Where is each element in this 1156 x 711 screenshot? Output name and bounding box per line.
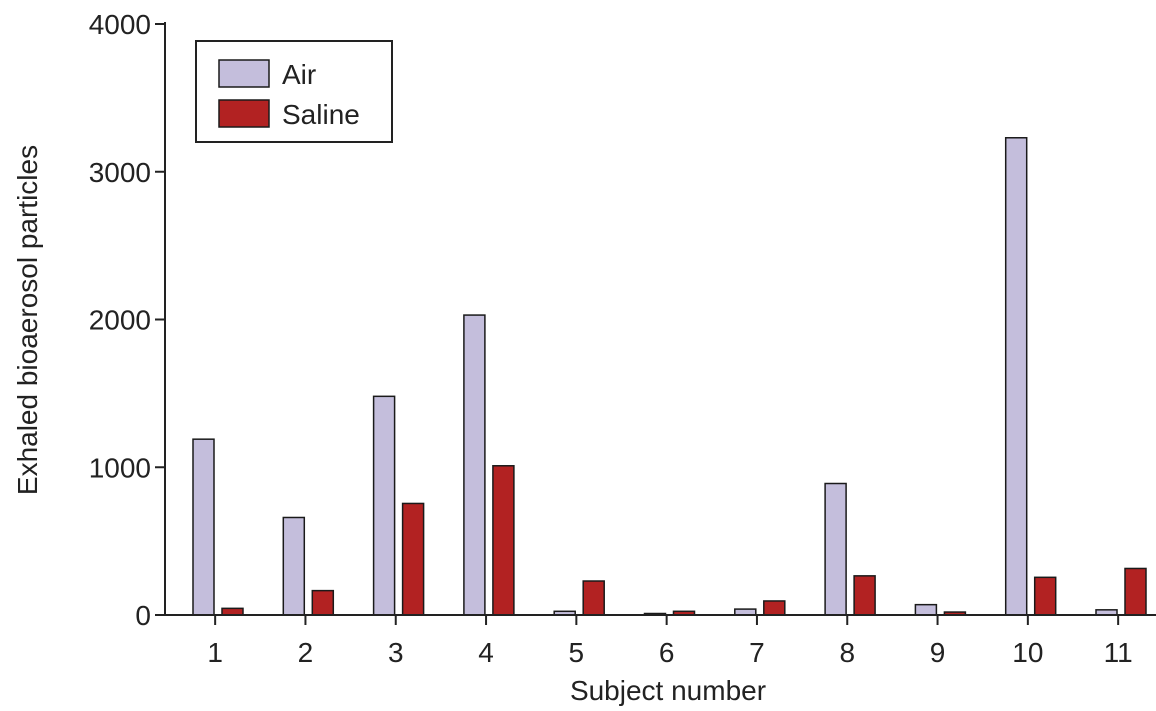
bar-air-subject-9 [914, 603, 938, 616]
bar-saline-subject-11 [1124, 567, 1147, 616]
bar-saline-subject-3 [401, 502, 425, 616]
x-tick-label: 7 [749, 637, 765, 668]
y-tick-label: 1000 [89, 452, 151, 483]
bar-air-subject-3 [372, 395, 396, 616]
legend-swatch-saline [218, 99, 270, 128]
x-tick-label: 6 [659, 637, 675, 668]
bar-air-subject-4 [463, 314, 486, 616]
axes: 0 1000 2000 3000 4000 1 2 3 4 5 6 7 8 9 10 11 [89, 9, 1156, 668]
x-axis-title: Subject number [570, 675, 766, 706]
y-tick-label: 0 [135, 600, 151, 631]
y-tick-label: 4000 [89, 9, 151, 40]
legend-label-air: Air [282, 59, 316, 90]
legend-label-saline: Saline [282, 99, 360, 130]
bar-air-subject-10 [1004, 137, 1028, 616]
x-tick-label: 5 [569, 637, 585, 668]
y-tick-label: 3000 [89, 157, 151, 188]
x-tick-label: 8 [839, 637, 855, 668]
x-tick-label: 3 [388, 637, 404, 668]
bar-saline-subject-7 [763, 600, 786, 616]
x-tick-label: 4 [478, 637, 494, 668]
legend: Air Saline [195, 40, 393, 143]
bar-air-subject-2 [282, 516, 306, 616]
bar-saline-subject-5 [582, 580, 605, 616]
bar-saline-subject-10 [1033, 576, 1057, 616]
x-tick-label: 11 [1104, 637, 1133, 668]
bar-saline-subject-2 [311, 589, 335, 616]
bar-air-subject-8 [824, 482, 847, 616]
x-tick-label: 2 [298, 637, 314, 668]
legend-swatch-air [218, 59, 270, 88]
plot-area [192, 137, 1147, 616]
y-axis-title: Exhaled bioaerosol particles [12, 145, 43, 495]
x-tick-label: 1 [207, 637, 223, 668]
x-tick-label: 9 [930, 637, 946, 668]
bar-saline-subject-4 [492, 465, 515, 616]
bar-air-subject-1 [192, 438, 215, 616]
y-tick-label: 2000 [89, 305, 151, 336]
x-tick-label: 10 [1012, 637, 1043, 668]
bar-saline-subject-8 [853, 575, 876, 616]
